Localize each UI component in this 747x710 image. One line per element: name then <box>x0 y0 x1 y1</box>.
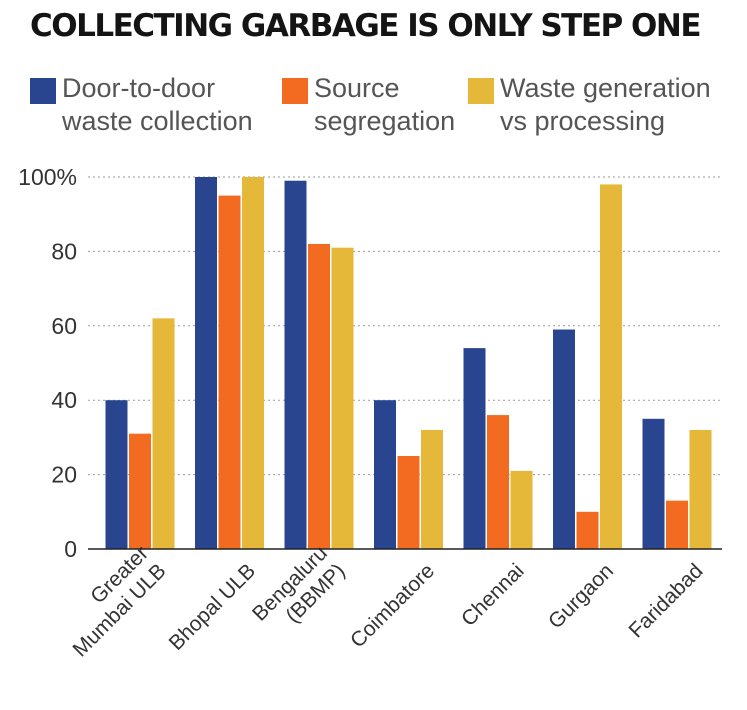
bar <box>218 195 241 549</box>
x-tick-label: Bengaluru(BBMP) <box>248 542 350 628</box>
bar <box>689 429 712 549</box>
legend-swatch-waste-processing <box>468 78 494 104</box>
x-tick-label-line: Faridabad <box>624 559 707 642</box>
bar <box>129 433 151 549</box>
legend-label-source-segregation: Source segregation <box>314 73 456 136</box>
bar <box>284 180 307 549</box>
bar <box>576 511 599 549</box>
chart-title: COLLECTING GARBAGE IS ONLY STEP ONE <box>30 8 702 44</box>
legend-swatch-door-to-door <box>30 78 56 104</box>
bar <box>553 329 575 549</box>
legend-label-waste-processing: Waste generation vs processing <box>500 73 711 136</box>
y-tick-label: 0 <box>64 536 77 562</box>
bar <box>374 400 396 549</box>
y-tick-label: 100% <box>18 164 77 190</box>
bar <box>487 415 509 549</box>
bar <box>397 456 420 549</box>
x-tick-label-line: Bhopal ULB <box>165 559 261 655</box>
x-tick-label: Coimbatore <box>346 559 439 652</box>
x-tick-label: Gurgaon <box>544 559 618 633</box>
bar <box>463 348 486 549</box>
bar <box>105 400 128 549</box>
y-tick-label: 20 <box>51 462 77 488</box>
y-tick-label: 80 <box>51 238 77 264</box>
legend-swatch-source-segregation <box>282 78 308 104</box>
bar <box>195 177 217 549</box>
bar <box>421 429 443 549</box>
bar <box>600 184 622 549</box>
x-tick-label: Bhopal ULB <box>165 559 261 655</box>
y-tick-label: 60 <box>51 313 77 339</box>
bar <box>642 418 665 549</box>
x-tick-label: Faridabad <box>624 559 707 642</box>
bar <box>666 500 688 549</box>
x-tick-label-line: Coimbatore <box>346 559 439 652</box>
x-tick-label: Chennai <box>457 559 529 631</box>
bar <box>242 177 264 549</box>
x-tick-label-line: Chennai <box>457 559 529 631</box>
bar <box>308 243 330 549</box>
bar <box>331 247 354 549</box>
bar <box>152 318 175 549</box>
bar <box>510 470 533 549</box>
x-tick-label-line: Gurgaon <box>544 559 618 633</box>
y-tick-label: 40 <box>51 387 77 413</box>
legend-label-door-to-door: Door-to-door waste collection <box>62 73 253 136</box>
